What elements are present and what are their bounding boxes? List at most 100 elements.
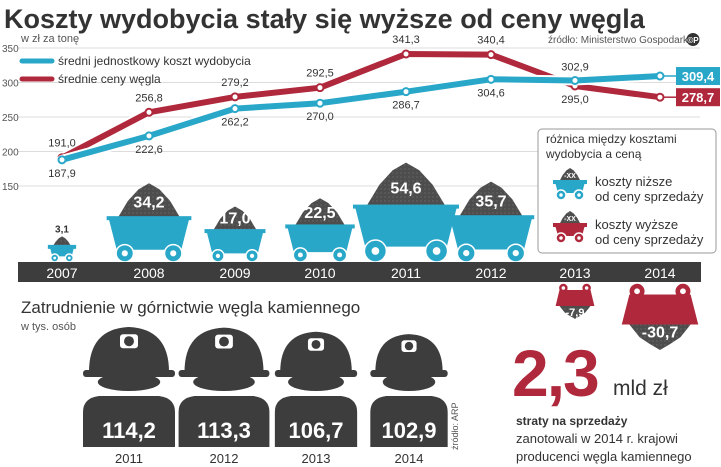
legend-label-cost: średni jednostkowy koszt wydobycia [58,54,251,68]
lamp-lens [124,336,134,347]
cart-2012: 35,7 [447,181,535,263]
cart-hub [170,250,177,257]
cart-hub [121,250,128,257]
year-label: 2010 [304,265,335,281]
employment-year-label: 2013 [302,451,331,466]
lamp-lens [404,341,414,351]
miner-2011: 114,2 2011 [83,327,175,466]
miner-2014: 102,9 2014 [370,334,448,466]
coal-texture [458,181,524,218]
loss-line-1: straty na sprzedaży [516,414,628,428]
cart-hub [559,236,563,240]
data-point [144,107,154,117]
cart-hub [215,253,221,259]
helmet [280,331,352,372]
negative-cart-2013: -7,9 [555,282,595,319]
difference-legend-box [537,128,717,254]
coal-texture [559,306,591,319]
cart-body [206,231,264,254]
cart-2010: 22,5 [285,198,355,263]
cart-hub [561,286,566,290]
cart-hub [463,249,470,257]
timeline-years: 2007 2008 2009 2010 2011 2012 2013 2014 [46,265,675,281]
difference-value-label: 34,2 [133,195,164,212]
y-tick-label: 150 [2,182,19,193]
end-value-label: 309,4 [682,69,715,84]
helmet [89,327,169,372]
negative-cart-2014: -30,7 [621,282,699,350]
cart-hub [53,256,57,260]
cart-hub [371,247,380,255]
loss-value: 2,3 [512,336,598,410]
legend-lower-label-1: koszty niższe [595,174,672,189]
coal-texture [559,211,581,225]
point-value-label: 340,4 [477,35,505,47]
point-value-label: 292,5 [306,68,334,80]
point-value-label: 286,7 [392,100,420,112]
cart-body [108,218,190,250]
coal-texture [366,162,446,207]
data-point [486,50,496,60]
cart-hub [512,249,519,257]
y-tick-label: 350 [2,44,19,55]
line-chart-series [57,49,665,165]
employment-subtitle: w tys. osób [20,321,76,333]
difference-value-label: 3,1 [55,224,69,235]
data-point [570,75,580,85]
cart-body [449,217,533,250]
difference-value-label: 17,0 [219,211,250,228]
point-value-label: 270,0 [306,111,334,123]
head [382,373,436,391]
point-value-label: 187,9 [48,168,76,180]
cart-body [555,290,595,306]
employment-value-label: 114,2 [102,418,156,443]
point-value-label: 302,9 [561,61,589,73]
employment-miners: 114,2 2011 113,3 2012 106,7 2013 102,9 2014 [83,327,448,466]
cart-2008: 34,2 [106,183,192,263]
difference-value-label: -30,7 [642,325,679,342]
cart-rim [106,216,192,221]
line-legend: średni jednostkowy koszt wydobycia średn… [19,54,251,86]
cart-rim [204,229,266,234]
coal-texture [629,324,691,350]
difference-value-label: -7,9 [566,307,585,319]
cart-hub [577,236,581,240]
difference-value-label: 54,6 [390,180,421,197]
point-labels: 191,0 256,8 279,2 292,5 341,3 340,4 295,0 278,7… [48,34,720,180]
legend-higher-label-1: koszty wyższe [595,217,678,232]
cart-rim [47,244,77,249]
year-label: 2012 [475,265,506,281]
loss-line-2: zanotowali w 2014 r. krajowi [516,431,678,446]
cart-2009: 17,0 [204,206,266,263]
torso [370,396,448,447]
head [97,373,161,391]
y-tick-label: 250 [2,113,19,124]
cart-hub [337,252,343,258]
point-value-label: 279,2 [221,77,249,89]
torso [178,396,270,447]
data-point [655,71,665,81]
legend-cart-lower: -XX [553,168,587,201]
point-value-label: 304,6 [477,87,505,99]
torso [274,396,358,447]
point-value-label: 191,0 [48,138,76,150]
employment-title: Zatrudnienie w górnictwie węgla kamienne… [21,298,360,317]
cart-body [355,206,457,247]
copyright-icon [686,33,700,46]
cart-2007: 3,1 [47,224,77,263]
cart-rim [285,224,355,229]
end-value-box [676,88,720,107]
cart-hub [432,247,441,255]
legend-higher-label-2: od ceny sprzedaży [595,232,704,247]
cart-rim [353,204,459,209]
data-point [57,155,67,165]
data-point [655,92,665,102]
point-value-label: 295,0 [561,94,589,106]
point-value-label: 222,6 [135,144,163,156]
coal-texture [294,198,346,227]
miner-2012: 113,3 2012 [178,327,270,466]
data-point [401,49,411,59]
coal-texture [117,183,181,219]
lamp-lens [219,336,229,347]
